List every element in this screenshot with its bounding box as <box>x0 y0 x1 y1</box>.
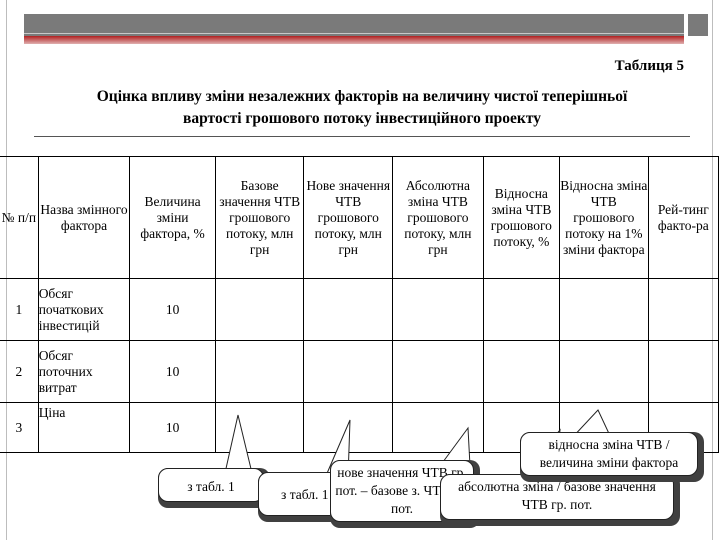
row-change: 10 <box>129 340 216 403</box>
row-rel-per-1 <box>558 340 649 403</box>
callout-text: з табл. 1 <box>158 468 264 502</box>
row-change: 10 <box>129 402 216 453</box>
header-rel-per-1: Відносна зміна ЧТВ грошового потоку на 1… <box>558 156 649 279</box>
header-line <box>24 33 684 34</box>
row-base <box>214 402 305 453</box>
header-row: № п/п Назва змінного фактора Величина зм… <box>0 156 720 279</box>
header-num: № п/п <box>0 156 39 279</box>
row-num: 3 <box>0 402 39 453</box>
header-rel: Відносна зміна ЧТВ грошового потоку, % <box>482 156 560 279</box>
header-new: Нове значення ЧТВ грошового потоку, млн … <box>303 156 394 279</box>
callout-text: відносна зміна ЧТВ / величина зміни факт… <box>520 432 698 476</box>
header-abs: Абсолютна зміна ЧТВ грошового потоку, мл… <box>392 156 484 279</box>
row-num: 1 <box>0 278 39 341</box>
callout-rel-over-change: відносна зміна ЧТВ / величина зміни факт… <box>520 432 704 482</box>
title-line-1: Оцінка впливу зміни незалежних факторів … <box>96 88 628 105</box>
row-change: 10 <box>129 278 216 341</box>
row-num: 2 <box>0 340 39 403</box>
row-rel <box>482 278 560 341</box>
header-corner-block <box>688 14 708 36</box>
row-factor-name: Обсяг поточних витрат <box>37 340 131 403</box>
row-new <box>303 278 394 341</box>
row-abs <box>392 278 484 341</box>
row-base <box>214 340 305 403</box>
row-rank <box>647 340 720 403</box>
table-label: Таблиця 5 <box>614 58 684 74</box>
row-new <box>303 402 394 453</box>
table-row: 1 Обсяг початкових інвестицій 10 <box>0 278 720 341</box>
callout-from-table-1: з табл. 1 <box>158 468 270 508</box>
row-base <box>214 278 305 341</box>
title-line-2: вартості грошового потоку інвестиційного… <box>183 110 541 127</box>
row-rel-per-1 <box>558 278 649 341</box>
title-rule <box>34 136 690 137</box>
factors-table: № п/п Назва змінного фактора Величина зм… <box>0 156 720 453</box>
header-base: Базове значення ЧТВ грошового потоку, мл… <box>214 156 305 279</box>
row-abs <box>392 402 484 453</box>
row-factor-name: Ціна <box>37 402 131 453</box>
header-rank: Рей-тинг факто-ра <box>647 156 720 279</box>
table-row: 2 Обсяг поточних витрат 10 <box>0 340 720 403</box>
slide-header-bar <box>24 14 684 44</box>
header-change: Величина зміни фактора, % <box>129 156 216 279</box>
row-rank <box>647 278 720 341</box>
header-name: Назва змінного фактора <box>37 156 131 279</box>
header-stripe <box>24 36 684 44</box>
row-abs <box>392 340 484 403</box>
row-rel <box>482 340 560 403</box>
row-new <box>303 340 394 403</box>
row-factor-name: Обсяг початкових інвестицій <box>37 278 131 341</box>
